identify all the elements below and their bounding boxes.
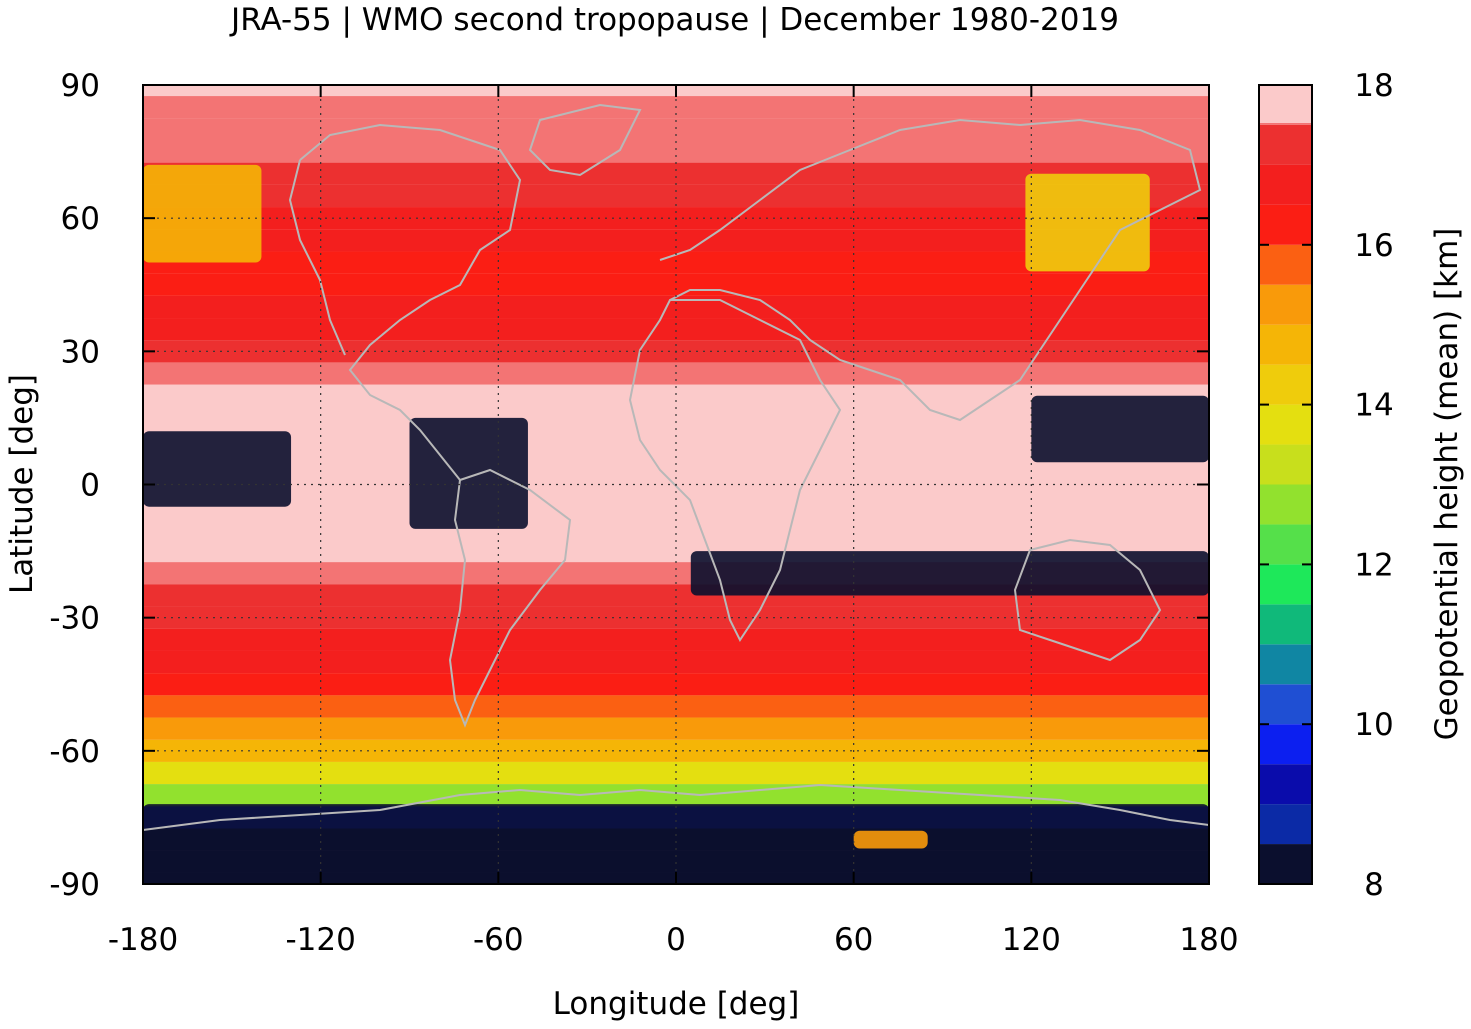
colorbar-step [1259,684,1312,725]
x-tick-labels: -180 -120 -60 0 60 120 180 [108,922,1239,958]
y-tick-label: -90 [49,867,100,903]
colorbar-step [1259,524,1312,565]
coastline-south-america [448,468,572,728]
coastline-antarctica [142,783,1210,831]
coastline-africa [628,299,842,642]
colorbar-step [1259,484,1312,525]
height-band [143,162,1209,185]
plot-area [142,84,1210,885]
coastline-australia [1013,538,1162,662]
height-band [143,673,1209,696]
colorbar-step [1259,364,1312,405]
coastline-eurasia [659,118,1202,422]
coastline-north-america [288,123,522,481]
x-tick-label: -180 [108,922,178,958]
colorbar-tick-label: 16 [1354,228,1393,264]
y-axis-label: Latitude [deg] [4,374,40,594]
height-band [143,273,1209,296]
colorbar-step [1259,124,1312,165]
axis-ticks [142,84,1210,885]
height-band [143,517,1209,540]
y-tick-label: 0 [80,468,100,504]
coastline-greenland [528,103,642,177]
y-tick-label: 90 [61,68,100,104]
y-tick-label: -60 [49,734,100,770]
colorbar: 8 10 12 14 16 18 [1258,68,1394,903]
colorbar-step [1259,804,1312,845]
colorbar-step [1259,85,1312,123]
colorbar-tick-label: 8 [1364,867,1384,903]
colorbar-tick-label: 10 [1354,707,1393,743]
height-anomaly-region [853,830,928,849]
colorbar-step [1259,764,1312,805]
colorbar-tick-label: 18 [1354,68,1393,104]
colorbar-step [1259,284,1312,325]
height-band [143,184,1209,208]
height-band [143,761,1209,785]
y-tick-labels: 90 60 30 0 -30 -60 -90 [49,68,100,903]
height-band [143,406,1209,430]
height-band [143,650,1209,674]
height-band [143,140,1209,163]
height-anomaly-region [1031,395,1209,463]
colorbar-step [1259,644,1312,685]
colorbar-step [1259,244,1312,285]
height-band [143,318,1209,341]
height-band [143,717,1209,740]
colorbar-label: Geopotential height (mean) [km] [1429,228,1465,741]
colorbar-step [1259,324,1312,365]
height-anomaly-region [409,417,528,529]
height-anomaly-region [143,804,1209,884]
x-tick-label: 120 [1002,922,1061,958]
x-tick-label: 0 [666,922,686,958]
colorbar-tick-label: 14 [1354,388,1393,424]
colorbar-ticks: 8 10 12 14 16 18 [1259,68,1394,903]
x-tick-label: -60 [473,922,524,958]
y-tick-label: 60 [61,201,100,237]
colorbar-steps [1259,85,1312,884]
y-tick-label: -30 [49,601,100,637]
colorbar-step [1259,444,1312,485]
colorbar-tick-label: 12 [1354,547,1393,583]
colorbar-step [1259,164,1312,205]
colorbar-step [1259,204,1312,245]
height-anomaly-region [1025,173,1150,272]
height-band [143,251,1209,274]
colorbar-step [1259,404,1312,445]
colorbar-step [1259,564,1312,605]
colorbar-step [1259,724,1312,765]
coastlines [142,103,1210,831]
height-anomaly-region [143,164,262,263]
y-tick-label: 30 [61,334,100,370]
regional-features [143,164,1209,884]
x-tick-label: 60 [834,922,873,958]
colorbar-step [1259,844,1312,884]
colorbar-step [1259,604,1312,645]
height-band [143,784,1209,807]
x-tick-label: 180 [1179,922,1238,958]
grid-lines [143,85,1209,884]
x-axis-label: Longitude [deg] [553,986,800,1022]
chart-title: JRA-55 | WMO second tropopause | Decembe… [229,2,1119,38]
height-band [143,384,1209,407]
x-tick-label: -120 [285,922,355,958]
height-band [143,695,1209,718]
height-anomaly-region [143,431,292,507]
height-anomaly-region [690,551,1209,596]
colorbar-frame [1258,84,1313,885]
